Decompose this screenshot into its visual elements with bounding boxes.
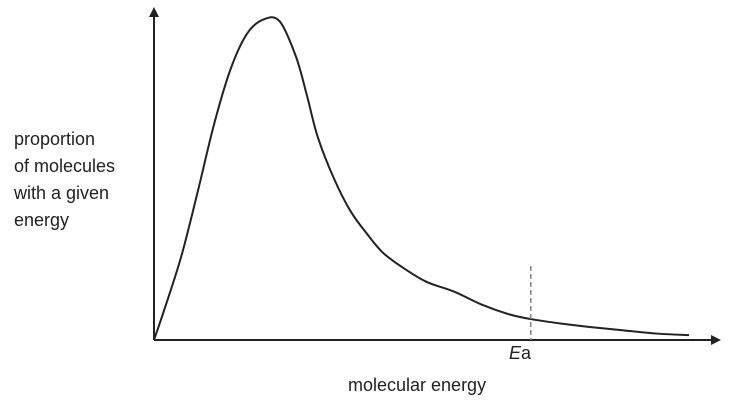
activation-energy-label: Ea [509, 343, 531, 364]
distribution-curve [153, 16, 690, 341]
y-axis-label: proportion of molecules with a given ene… [14, 126, 154, 234]
x-axis-label: molecular energy [348, 375, 487, 395]
activation-energy-symbol: E [509, 343, 522, 363]
plot-area [153, 16, 690, 341]
y-axis-label-line: energy [14, 210, 70, 230]
activation-energy-subscript: a [521, 343, 532, 363]
y-axis-label-line: of molecules [14, 156, 116, 176]
y-axis-label-line: proportion [14, 129, 96, 149]
y-axis-label-line: with a given [14, 183, 110, 203]
